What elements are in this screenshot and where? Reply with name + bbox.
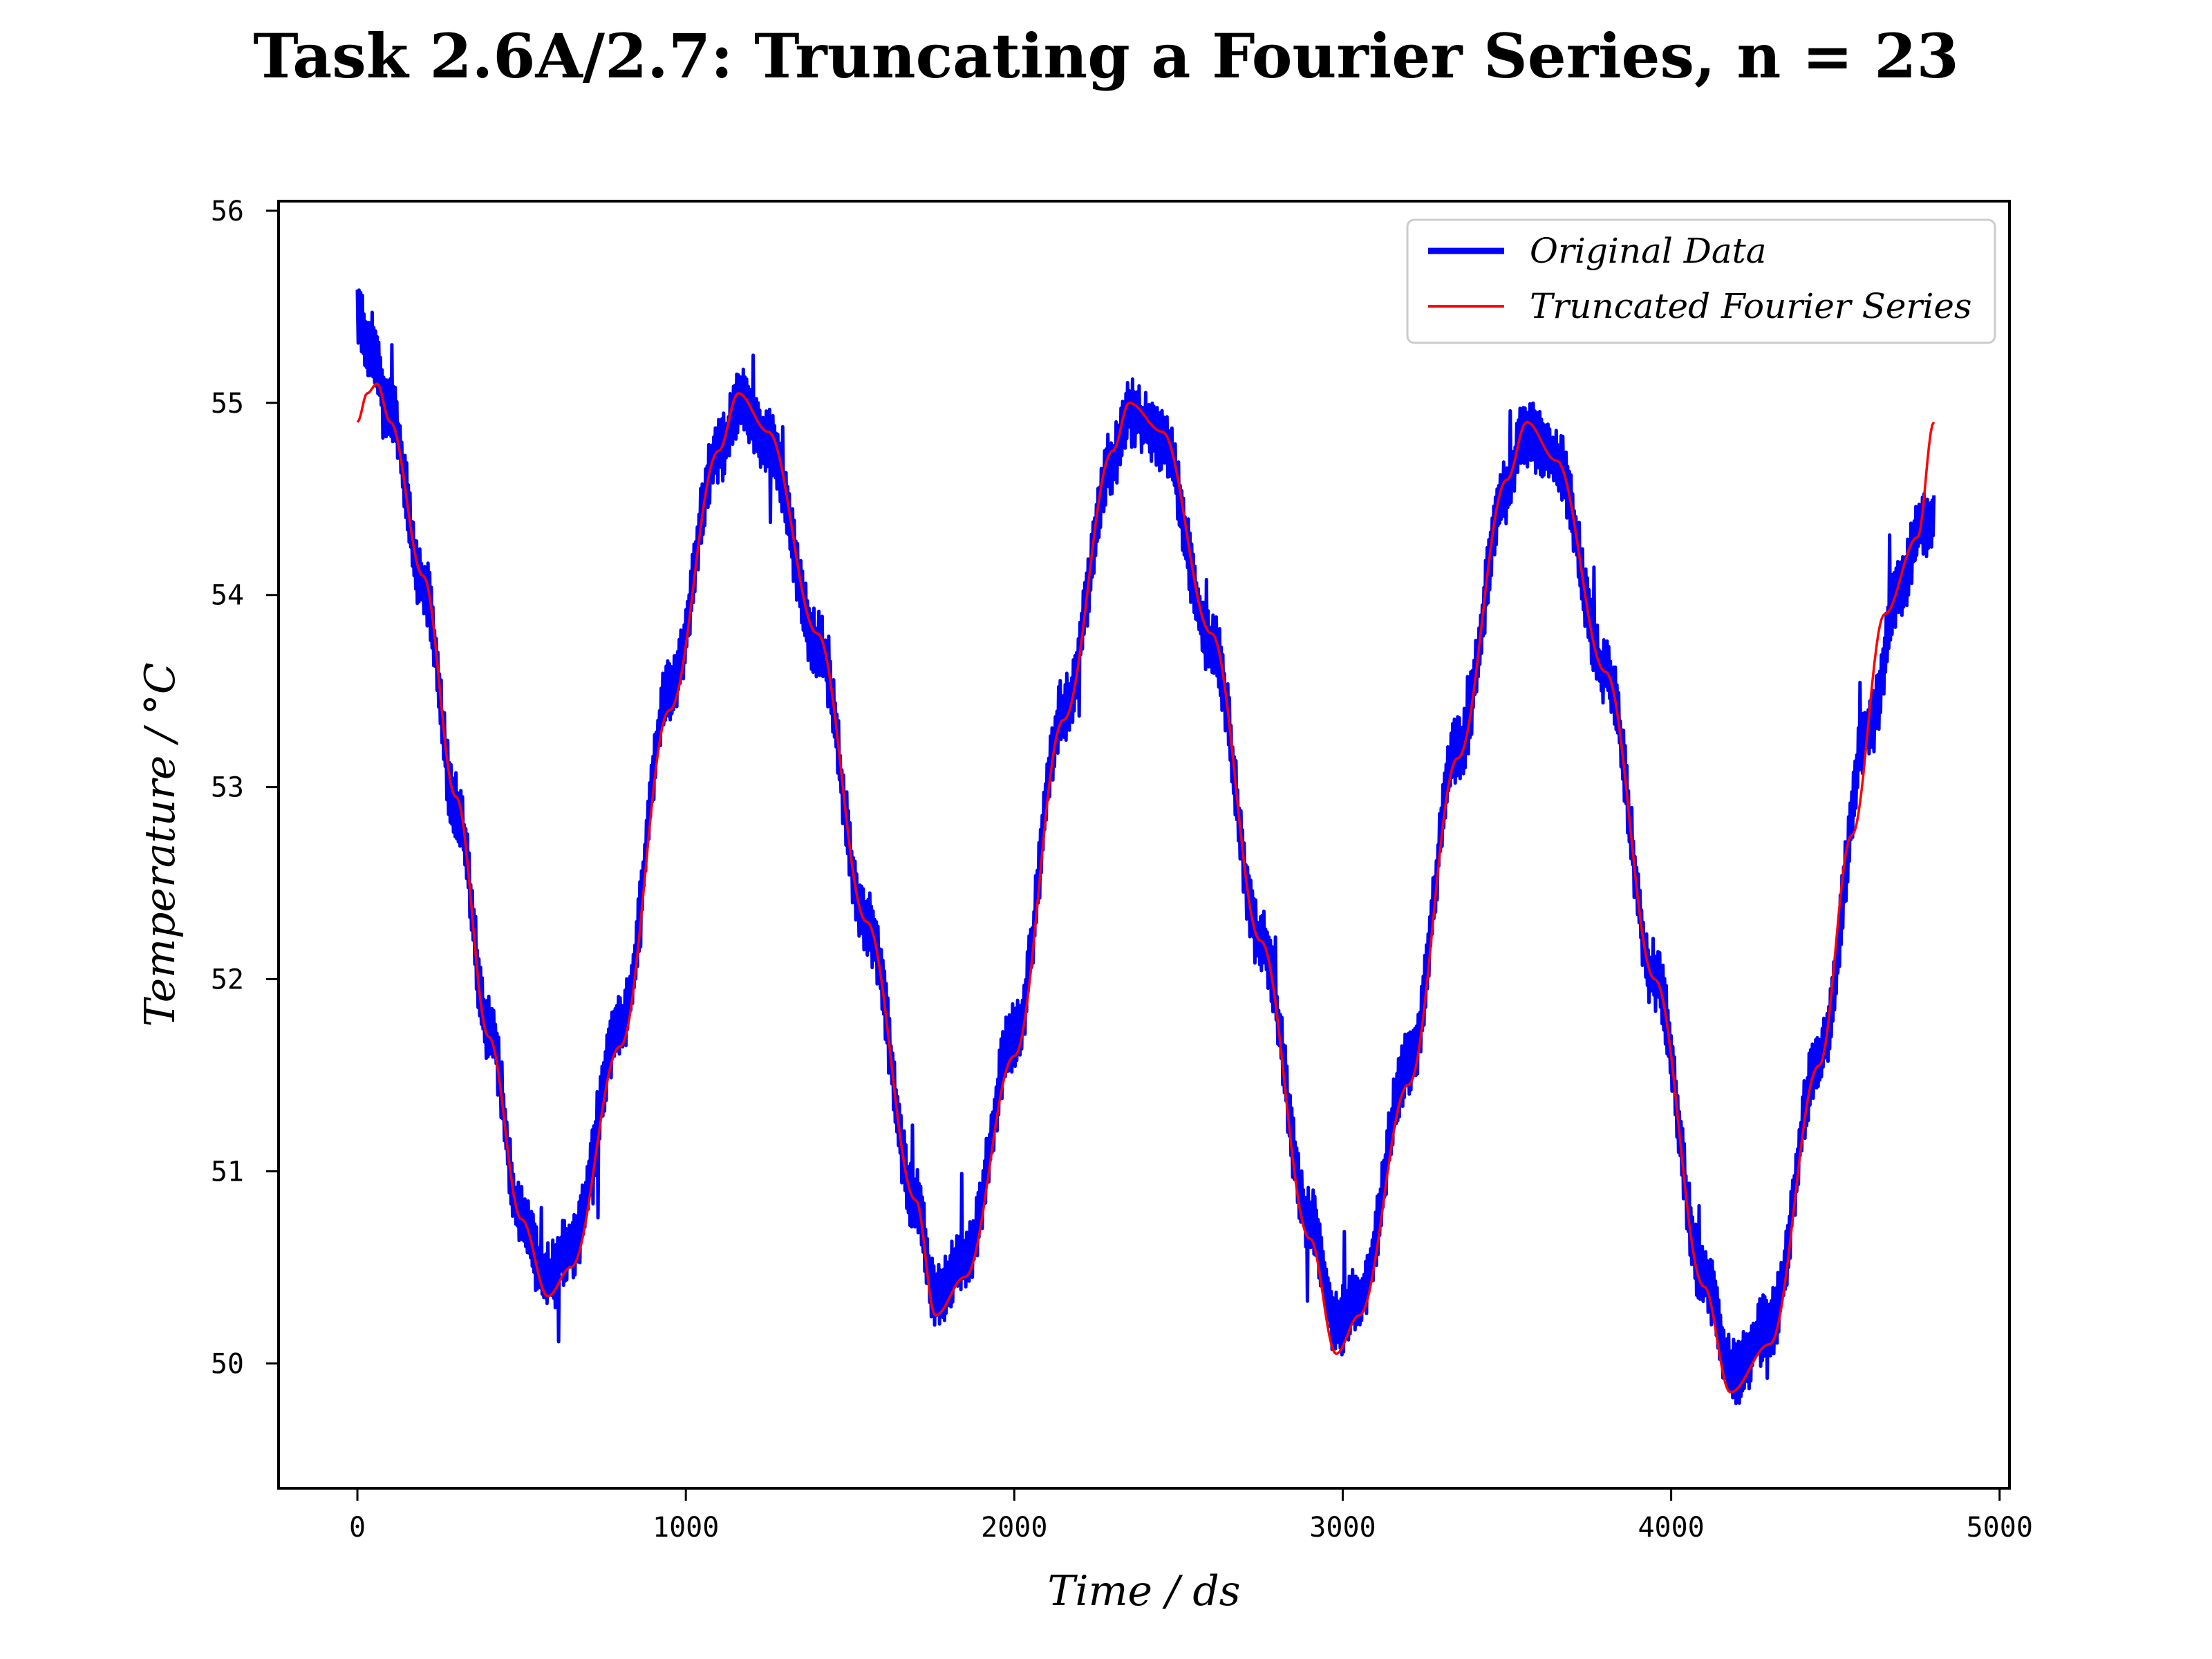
x-tick-label: 1000 — [653, 1512, 719, 1544]
series-original-data — [355, 288, 1936, 1405]
chart-title: Task 2.6A/2.7: Truncating a Fourier Seri… — [253, 20, 1959, 92]
y-tick-label: 52 — [211, 964, 244, 996]
data-layer — [355, 288, 1936, 1405]
x-tick-label: 0 — [349, 1512, 366, 1544]
y-tick-label: 51 — [211, 1156, 244, 1188]
plot-frame — [277, 200, 2011, 1490]
x-tick-label: 5000 — [1967, 1512, 2033, 1544]
y-tick-label: 56 — [211, 196, 244, 227]
plot-area — [277, 200, 2011, 1490]
series-truncated-fourier-series — [356, 382, 1936, 1394]
y-tick-label: 54 — [211, 580, 244, 612]
legend-label-fourier-series: Truncated Fourier Series — [1530, 286, 1972, 326]
y-tick-label: 50 — [211, 1348, 244, 1380]
x-axis-label: Time / ds — [1047, 1567, 1240, 1615]
y-axis: 50 51 52 53 54 55 56 — [211, 196, 279, 1380]
y-tick-label: 53 — [211, 772, 244, 804]
x-tick-label: 4000 — [1638, 1512, 1704, 1544]
y-axis-label: Temperature / °C — [136, 662, 185, 1027]
x-axis: 0 1000 2000 3000 4000 5000 — [349, 1488, 2033, 1544]
legend-box — [1406, 218, 1996, 344]
x-tick-label: 2000 — [981, 1512, 1047, 1544]
legend-label-original-data: Original Data — [1530, 231, 1767, 271]
y-tick-label: 55 — [211, 388, 244, 420]
x-tick-label: 3000 — [1309, 1512, 1376, 1544]
legend: Original Data Truncated Fourier Series — [1406, 218, 1996, 344]
